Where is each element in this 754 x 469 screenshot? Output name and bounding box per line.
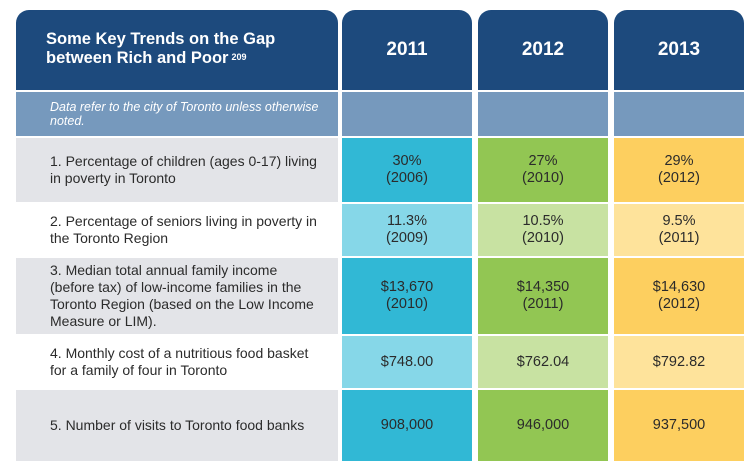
cell-year: (2012) bbox=[658, 170, 700, 186]
row-label-seniors-poverty: 2. Percentage of seniors living in pover… bbox=[16, 204, 338, 256]
cell-value: 29% bbox=[664, 153, 694, 169]
footnote-marker: 209 bbox=[231, 52, 247, 62]
cell-value: 946,000 bbox=[516, 417, 570, 433]
cell-value: $13,670 bbox=[380, 279, 434, 295]
cell-value: 10.5% bbox=[522, 213, 564, 229]
row-label-text: 3. Median total annual family income (be… bbox=[50, 262, 314, 329]
subheader-cell-2013 bbox=[614, 92, 744, 136]
cell-value: 908,000 bbox=[380, 417, 434, 433]
table-cell: $762.04 bbox=[478, 336, 608, 388]
table-cell: $792.82 bbox=[614, 336, 744, 388]
cell-value: $792.82 bbox=[652, 353, 706, 370]
table-cell: 937,500 bbox=[614, 390, 744, 461]
row-label-text: 5. Number of visits to Toronto food bank… bbox=[50, 417, 305, 433]
table-cell: 30% (2006) bbox=[342, 138, 472, 202]
table-cell: 946,000 bbox=[478, 390, 608, 461]
table-cell: 908,000 bbox=[342, 390, 472, 461]
cell-value: 9.5% bbox=[662, 213, 696, 229]
table-cell: 9.5% (2011) bbox=[614, 204, 744, 256]
table-cell: 11.3% (2009) bbox=[342, 204, 472, 256]
table-cell: $14,630 (2012) bbox=[614, 258, 744, 334]
row-label-food-basket: 4. Monthly cost of a nutritious food bas… bbox=[16, 336, 338, 388]
cell-value: 937,500 bbox=[652, 417, 706, 433]
cell-year: (2011) bbox=[522, 296, 564, 312]
table-cell: 27% (2010) bbox=[478, 138, 608, 202]
row-label-text: 1. Percentage of children (ages 0-17) li… bbox=[50, 153, 317, 186]
cell-year: (2010) bbox=[522, 170, 564, 186]
table-cell: $13,670 (2010) bbox=[342, 258, 472, 334]
subheader-cell-2012 bbox=[478, 92, 608, 136]
cell-year: (2010) bbox=[386, 296, 428, 312]
cell-year: (2006) bbox=[386, 170, 428, 186]
table-cell: $748.00 bbox=[342, 336, 472, 388]
row-label-text: 4. Monthly cost of a nutritious food bas… bbox=[50, 345, 309, 378]
cell-year: (2012) bbox=[658, 296, 700, 312]
column-header-2012: 2012 bbox=[478, 10, 608, 90]
row-label-children-poverty: 1. Percentage of children (ages 0-17) li… bbox=[16, 138, 338, 202]
column-header-label: 2011 bbox=[386, 39, 428, 60]
row-label-food-bank-visits: 5. Number of visits to Toronto food bank… bbox=[16, 390, 338, 461]
table-cell: $14,350 (2011) bbox=[478, 258, 608, 334]
cell-value: $14,630 bbox=[652, 279, 706, 295]
column-header-2013: 2013 bbox=[614, 10, 744, 90]
table-cell: 10.5% (2010) bbox=[478, 204, 608, 256]
data-note-text: Data refer to the city of Toronto unless… bbox=[50, 100, 319, 128]
column-header-2011: 2011 bbox=[342, 10, 472, 90]
subheader-cell-2011 bbox=[342, 92, 472, 136]
column-header-label: 2012 bbox=[521, 39, 565, 60]
cell-year: (2011) bbox=[658, 230, 700, 246]
table-title: Some Key Trends on the Gap between Rich … bbox=[16, 10, 338, 90]
row-label-text: 2. Percentage of seniors living in pover… bbox=[50, 213, 317, 246]
data-note: Data refer to the city of Toronto unless… bbox=[16, 92, 338, 136]
cell-value: $748.00 bbox=[380, 353, 434, 370]
table-title-text: Some Key Trends on the Gap between Rich … bbox=[46, 30, 276, 67]
cell-value: $14,350 bbox=[516, 279, 570, 295]
cell-year: (2009) bbox=[386, 230, 428, 246]
column-header-label: 2013 bbox=[657, 39, 701, 60]
cell-value: 27% bbox=[528, 153, 558, 169]
cell-value: 11.3% bbox=[386, 213, 428, 229]
cell-value: $762.04 bbox=[516, 353, 570, 370]
cell-year: (2010) bbox=[522, 230, 564, 246]
row-label-median-income: 3. Median total annual family income (be… bbox=[16, 258, 338, 334]
table-cell: 29% (2012) bbox=[614, 138, 744, 202]
cell-value: 30% bbox=[392, 153, 422, 169]
